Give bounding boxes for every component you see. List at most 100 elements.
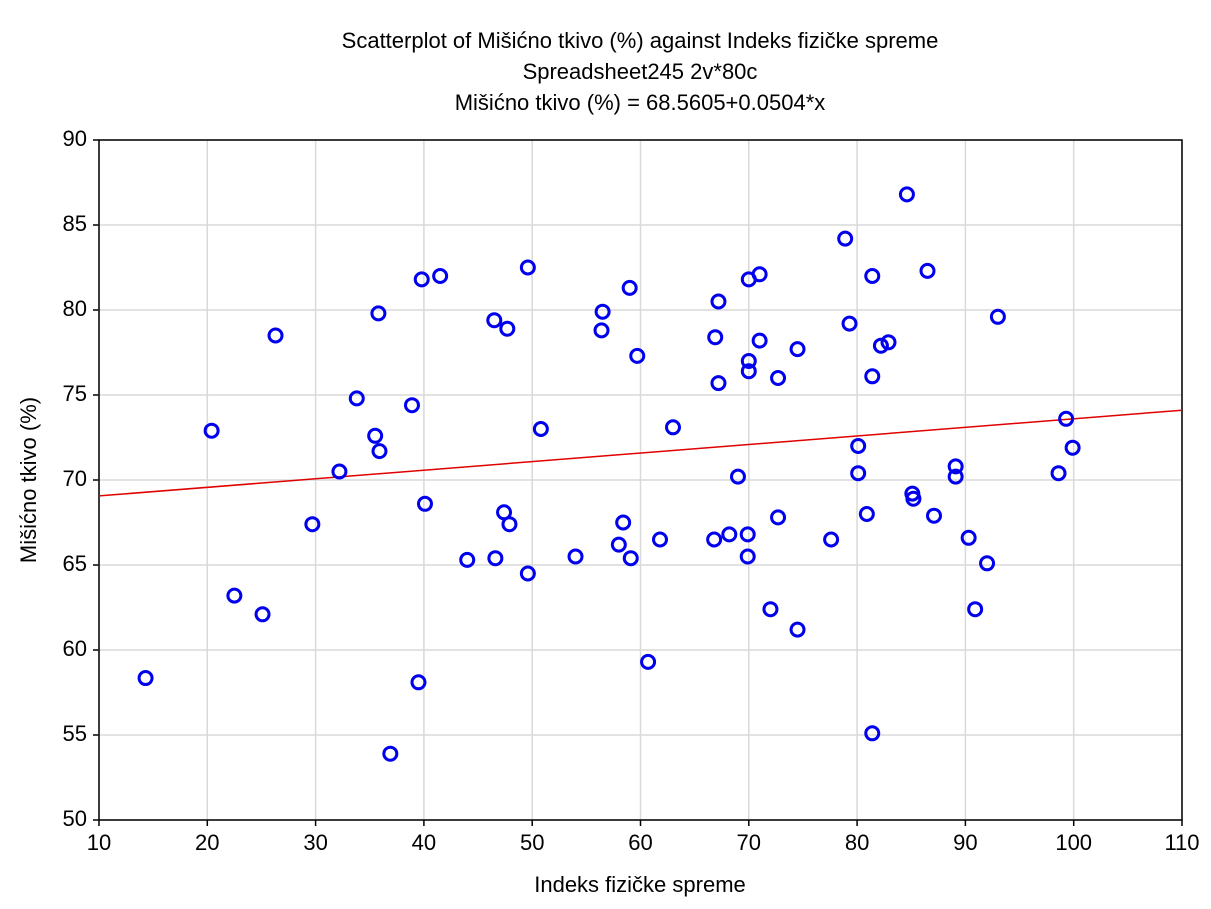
point bbox=[905, 490, 922, 507]
point bbox=[864, 368, 881, 385]
x-tick-label: 20 bbox=[195, 830, 219, 855]
point bbox=[706, 531, 723, 548]
x-tick-label: 10 bbox=[87, 830, 111, 855]
x-axis-title: Indeks fizičke spreme bbox=[534, 872, 746, 897]
point bbox=[367, 427, 384, 444]
point bbox=[947, 458, 964, 475]
y-tick-label: 60 bbox=[63, 636, 87, 661]
plot-frame bbox=[98, 139, 1183, 821]
point bbox=[872, 337, 889, 354]
point bbox=[416, 495, 433, 512]
point bbox=[519, 259, 536, 276]
point bbox=[864, 725, 881, 742]
point bbox=[382, 745, 399, 762]
point bbox=[979, 555, 996, 572]
point bbox=[593, 322, 610, 339]
point bbox=[137, 670, 154, 687]
point bbox=[864, 268, 881, 284]
point bbox=[459, 551, 476, 568]
point bbox=[751, 266, 768, 283]
fit-equation: Mišićno tkivo (%) = 68.5605+0.0504*x bbox=[455, 90, 826, 115]
point bbox=[770, 370, 787, 386]
point bbox=[1050, 465, 1067, 482]
point bbox=[770, 509, 787, 526]
point bbox=[751, 332, 768, 349]
point bbox=[1058, 410, 1075, 427]
point bbox=[567, 548, 584, 565]
point bbox=[610, 536, 627, 553]
point bbox=[594, 303, 611, 320]
point bbox=[919, 262, 936, 279]
point bbox=[403, 397, 420, 414]
point bbox=[499, 320, 516, 337]
point bbox=[331, 463, 348, 480]
point bbox=[710, 375, 727, 392]
point bbox=[789, 341, 806, 358]
y-tick-label: 80 bbox=[63, 296, 87, 321]
point bbox=[858, 506, 875, 522]
point bbox=[226, 587, 243, 604]
point bbox=[254, 606, 271, 623]
point bbox=[640, 653, 657, 670]
y-tick-label: 75 bbox=[63, 381, 87, 406]
x-tick-label: 100 bbox=[1055, 830, 1092, 855]
point bbox=[371, 443, 388, 460]
point bbox=[880, 334, 897, 351]
point bbox=[487, 550, 504, 567]
point bbox=[413, 271, 430, 288]
y-axis-title: Mišićno tkivo (%) bbox=[16, 397, 41, 563]
point bbox=[729, 468, 746, 485]
y-tick-label: 65 bbox=[63, 551, 87, 576]
x-tick-label: 30 bbox=[303, 830, 327, 855]
y-tick-label: 50 bbox=[63, 806, 87, 831]
point bbox=[1064, 439, 1081, 456]
point bbox=[739, 548, 756, 565]
point bbox=[370, 305, 387, 322]
point bbox=[664, 419, 681, 436]
point bbox=[739, 526, 756, 543]
chart-title: Scatterplot of Mišićno tkivo (%) against… bbox=[342, 28, 939, 53]
point bbox=[837, 230, 854, 247]
point bbox=[348, 390, 365, 407]
y-tick-label: 55 bbox=[63, 721, 87, 746]
point bbox=[925, 507, 942, 524]
point bbox=[501, 516, 518, 533]
point bbox=[651, 531, 668, 548]
point bbox=[707, 329, 724, 346]
point bbox=[710, 293, 727, 310]
point bbox=[410, 674, 427, 691]
point bbox=[519, 565, 536, 582]
fit-line bbox=[98, 409, 1183, 497]
y-tick-label: 70 bbox=[63, 466, 87, 491]
x-tick-label: 80 bbox=[845, 830, 869, 855]
point bbox=[203, 422, 220, 439]
chart-subtitle: Spreadsheet245 2v*80c bbox=[523, 59, 758, 84]
point bbox=[432, 268, 449, 284]
x-tick-label: 60 bbox=[628, 830, 652, 855]
point bbox=[960, 529, 977, 546]
y-tick-label: 90 bbox=[63, 126, 87, 151]
point bbox=[621, 279, 638, 296]
x-tick-label: 50 bbox=[520, 830, 544, 855]
point bbox=[740, 353, 757, 369]
point bbox=[304, 516, 321, 533]
point bbox=[967, 601, 984, 618]
point bbox=[740, 363, 757, 380]
x-tick-label: 70 bbox=[737, 830, 761, 855]
point bbox=[532, 421, 549, 437]
point bbox=[622, 550, 639, 567]
point bbox=[629, 347, 646, 364]
point bbox=[267, 327, 284, 344]
point bbox=[823, 531, 840, 548]
point bbox=[486, 312, 503, 329]
point bbox=[841, 315, 858, 332]
point bbox=[947, 468, 964, 485]
point bbox=[789, 621, 806, 638]
point bbox=[762, 601, 779, 618]
point bbox=[850, 438, 867, 454]
x-tick-label: 90 bbox=[953, 830, 977, 855]
x-tick-label: 110 bbox=[1164, 830, 1199, 855]
point bbox=[615, 514, 632, 531]
point bbox=[898, 186, 915, 203]
